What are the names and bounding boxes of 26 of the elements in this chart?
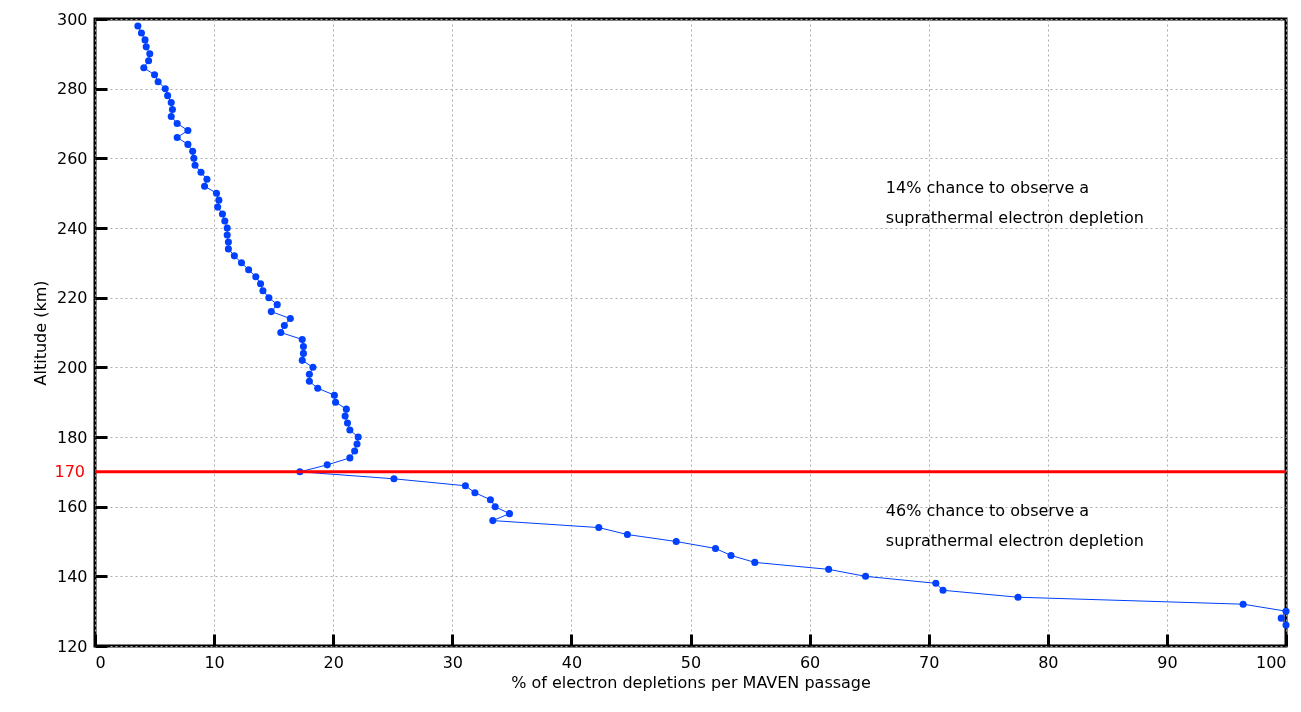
x-tick-label: 70	[919, 652, 940, 672]
y-tick-label: 140	[56, 566, 88, 586]
ref-line-label: 170	[54, 461, 85, 481]
x-tick-label: 90	[1157, 652, 1178, 672]
y-axis-title: Altitude (km)	[30, 280, 50, 386]
y-tick-label: 260	[56, 148, 88, 168]
x-tick-label: 30	[442, 652, 463, 672]
annotation: 14% chance to observe a suprathermal electron depletion	[885, 178, 1144, 228]
y-tick-label: 220	[56, 288, 88, 308]
annotation: 46% chance to observe a suprathermal electron depletion	[885, 501, 1144, 551]
y-tick-label: 300	[56, 9, 88, 29]
y-tick-label: 180	[56, 427, 88, 447]
x-tick-label: 80	[1038, 652, 1059, 672]
x-tick-label: 10	[204, 652, 225, 672]
x-tick-label: 100	[1255, 652, 1287, 672]
y-tick-label: 280	[56, 79, 88, 99]
y-tick-label: 240	[56, 218, 88, 238]
x-tick-label: 0	[95, 652, 106, 672]
y-tick-label: 200	[56, 357, 88, 377]
x-tick-label: 20	[323, 652, 344, 672]
y-tick-label: 160	[56, 497, 88, 517]
y-tick-label: 120	[56, 636, 88, 656]
x-tick-label: 60	[799, 652, 821, 672]
x-axis-title: % of electron depletions per MAVEN passage	[511, 672, 871, 692]
x-tick-label: 40	[561, 652, 583, 672]
x-tick-label: 50	[680, 652, 702, 672]
